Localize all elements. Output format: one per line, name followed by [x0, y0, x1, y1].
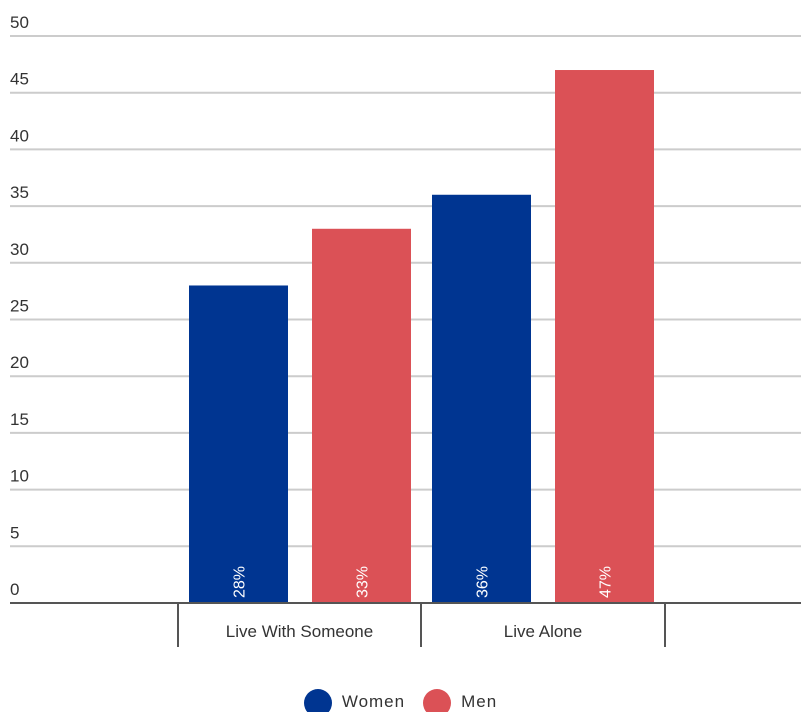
x-category-label: Live With Someone — [226, 622, 373, 641]
bar-data-label: 33% — [355, 566, 372, 598]
y-tick-label: 15 — [10, 410, 29, 429]
y-tick-label: 50 — [10, 13, 29, 32]
y-axis-tick-labels: 0 5 10 15 20 25 30 35 40 45 50 — [10, 13, 29, 599]
bar-data-label: 47% — [598, 566, 615, 598]
bar-women-1 — [432, 194, 531, 603]
legend-item-women[interactable]: Women — [303, 687, 406, 712]
legend-label-women: Women — [341, 692, 406, 711]
bar-women-0 — [189, 285, 288, 603]
legend-swatch-men — [423, 689, 452, 712]
y-tick-label: 30 — [10, 240, 29, 259]
y-tick-label: 20 — [10, 353, 29, 372]
y-tick-label: 10 — [10, 467, 29, 486]
y-tick-label: 40 — [10, 126, 29, 145]
bar-data-label: 36% — [475, 566, 492, 598]
y-tick-label: 45 — [10, 70, 29, 89]
x-category-label: Live Alone — [504, 622, 582, 641]
bar-data-labels: 28% 33% 36% 47% — [232, 566, 615, 598]
y-tick-label: 35 — [10, 183, 29, 202]
y-tick-label: 5 — [10, 523, 19, 542]
x-axis: Live With Someone Live Alone — [177, 603, 666, 647]
bars — [189, 70, 654, 603]
bar-data-label: 28% — [232, 566, 249, 598]
bar-men-0 — [312, 228, 411, 603]
y-tick-label: 25 — [10, 297, 29, 316]
legend-item-men[interactable]: Men — [423, 687, 497, 712]
legend-swatch-women — [303, 689, 332, 712]
legend-label-men: Men — [461, 692, 498, 711]
bar-men-1 — [555, 70, 654, 603]
legend: Women Men — [0, 687, 801, 712]
y-tick-label: 0 — [10, 580, 19, 599]
